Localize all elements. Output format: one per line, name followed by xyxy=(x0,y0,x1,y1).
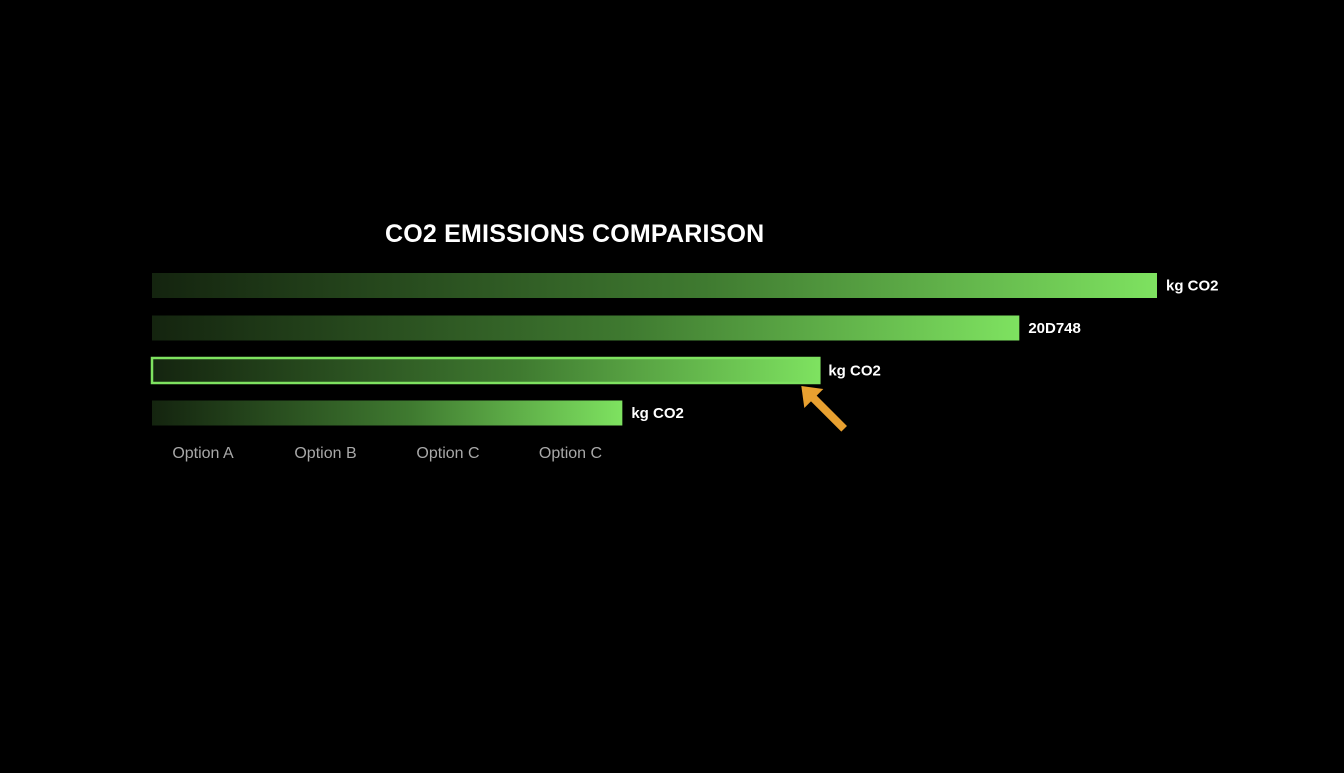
data-label: kg CO2 xyxy=(828,363,881,380)
category-tick-label: Option C xyxy=(539,445,602,462)
chart-title: CO2 EMISSIONS COMPARISON xyxy=(385,220,765,248)
bar xyxy=(152,400,623,426)
category-tick-label: Option A xyxy=(172,445,234,462)
data-label: kg CO2 xyxy=(1166,278,1219,295)
bar-highlighted xyxy=(150,356,821,385)
pointer-arrow-shaft xyxy=(805,390,847,432)
pointer-arrow-icon xyxy=(801,386,847,432)
category-tick-label: Option C xyxy=(416,445,479,462)
category-tick-label: Option B xyxy=(294,445,356,462)
bar xyxy=(152,315,1020,341)
bar xyxy=(152,273,1157,298)
data-label: 20D748 xyxy=(1028,320,1081,337)
data-label: kg CO2 xyxy=(631,405,684,422)
pointer-arrow-head xyxy=(801,386,824,408)
